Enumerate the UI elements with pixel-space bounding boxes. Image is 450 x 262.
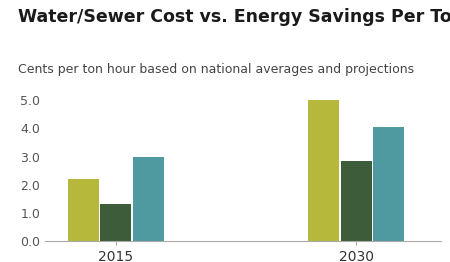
Text: Cents per ton hour based on national averages and projections: Cents per ton hour based on national ave… (18, 63, 414, 76)
Bar (100, 204, 131, 241)
Bar (133, 157, 164, 241)
Bar (373, 127, 404, 241)
Bar (341, 161, 372, 241)
Bar (68, 179, 99, 241)
Text: Water/Sewer Cost vs. Energy Savings Per Ton Hour: Water/Sewer Cost vs. Energy Savings Per … (18, 8, 450, 26)
Bar (308, 100, 339, 241)
